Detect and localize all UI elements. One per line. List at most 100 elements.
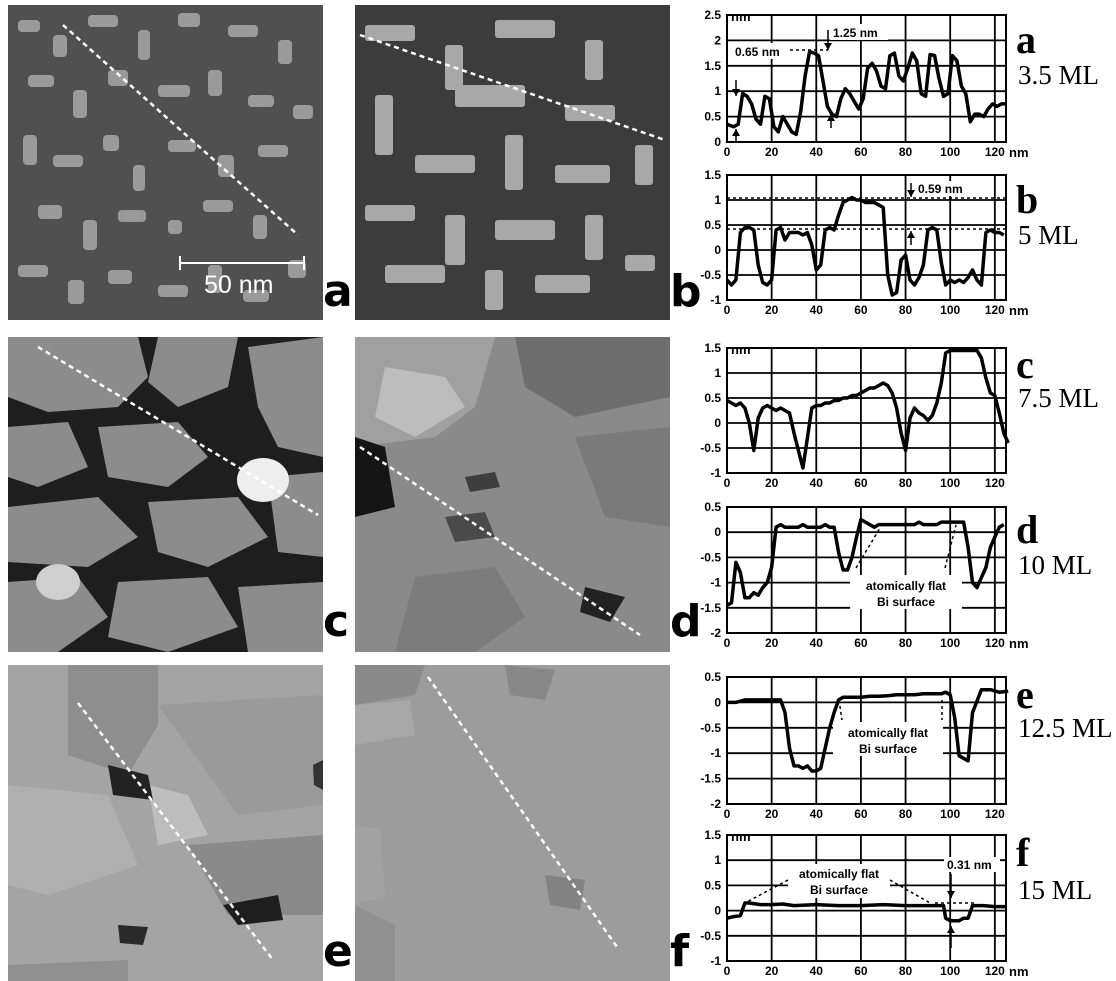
annotation-guide-f2 bbox=[889, 879, 931, 904]
thickness-label-d: 10 ML bbox=[1018, 550, 1093, 580]
annotation-bg-e bbox=[833, 722, 943, 756]
x-tick-label-b: 60 bbox=[854, 303, 868, 317]
x-tick-label-f: 80 bbox=[899, 964, 913, 978]
y-tick-label-b: 1.5 bbox=[704, 168, 721, 182]
y-tick-label-d: 0 bbox=[714, 525, 721, 539]
x-tick-label-b: 0 bbox=[724, 303, 731, 317]
annotation-bg-a1 bbox=[830, 24, 888, 40]
annotation-step-height-a1: 1.25 nm bbox=[833, 26, 878, 40]
x-tick-label-a: 100 bbox=[940, 145, 960, 159]
plot-frame-c bbox=[726, 347, 1007, 474]
x-tick-label-b: 100 bbox=[940, 303, 960, 317]
profile-line-a bbox=[726, 49, 1006, 137]
stm-image-d-art bbox=[355, 337, 670, 652]
annotation-step-height-b: 0.59 nm bbox=[918, 182, 963, 196]
plot-frame-d bbox=[726, 506, 1007, 634]
chart-letter-e: e bbox=[1016, 672, 1034, 717]
scale-bar-label: 50 nm bbox=[204, 271, 274, 299]
profile-line-e bbox=[727, 687, 1009, 773]
x-tick-label-d: 0 bbox=[724, 636, 731, 650]
x-tick-label-a: 40 bbox=[810, 145, 824, 159]
x-tick-label-c: 100 bbox=[940, 476, 960, 490]
y-tick-label-a: 1.5 bbox=[704, 59, 721, 73]
y-unit-label-f: nm bbox=[731, 829, 751, 844]
x-unit-label-b: nm bbox=[1009, 303, 1029, 318]
plot-frame-e bbox=[726, 676, 1007, 805]
y-tick-label-e: -1 bbox=[710, 746, 721, 760]
annotation-arrow-a1-head bbox=[824, 43, 832, 50]
y-tick-label-e: -0.5 bbox=[700, 721, 721, 735]
annotation-arrow-b1-head bbox=[907, 190, 915, 197]
y-tick-label-c: 0.5 bbox=[704, 391, 721, 405]
annotation-arrow-f2-head bbox=[947, 926, 955, 933]
annotation-flat-d1: atomically flat bbox=[866, 579, 946, 593]
y-tick-label-c: 0 bbox=[714, 416, 721, 430]
x-tick-label-c: 120 bbox=[985, 476, 1005, 490]
y-tick-label-b: 0 bbox=[714, 243, 721, 257]
profile-line-d bbox=[726, 517, 1005, 607]
x-tick-label-b: 20 bbox=[765, 303, 779, 317]
stm-image-e bbox=[8, 665, 323, 981]
annotation-bg-f bbox=[788, 864, 890, 898]
profile-line-b bbox=[725, 195, 1005, 297]
y-tick-label-f: 1.5 bbox=[704, 828, 721, 842]
x-tick-label-a: 80 bbox=[899, 145, 913, 159]
chart-letter-d: d bbox=[1016, 507, 1039, 552]
annotation-flat-d2: Bi surface bbox=[877, 595, 935, 609]
y-tick-label-f: -1 bbox=[710, 954, 721, 968]
y-unit-label-c: nm bbox=[731, 342, 751, 357]
y-tick-label-d: -0.5 bbox=[700, 550, 721, 564]
y-tick-label-f: -0.5 bbox=[700, 929, 721, 943]
x-tick-label-d: 40 bbox=[810, 636, 824, 650]
y-tick-label-d: -1.5 bbox=[700, 601, 721, 615]
y-tick-label-a: 2.5 bbox=[704, 8, 721, 22]
y-tick-label-b: -1 bbox=[710, 293, 721, 307]
stm-image-f bbox=[355, 665, 670, 981]
annotation-bg-a2 bbox=[732, 43, 786, 59]
stm-image-b bbox=[355, 5, 670, 320]
stm-image-a-art bbox=[8, 5, 323, 320]
x-tick-label-f: 100 bbox=[940, 964, 960, 978]
x-tick-label-f: 60 bbox=[854, 964, 868, 978]
chart-letter-f: f bbox=[1016, 830, 1030, 875]
x-tick-label-c: 20 bbox=[765, 476, 779, 490]
annotation-guide-d2 bbox=[944, 524, 957, 569]
annotation-arrow-a4-head bbox=[827, 114, 835, 121]
y-unit-label-a: nm bbox=[731, 9, 751, 24]
image-letter-f: f bbox=[670, 926, 690, 977]
image-letter-a: a bbox=[323, 266, 353, 317]
thickness-label-f: 15 ML bbox=[1018, 875, 1093, 905]
x-tick-label-b: 40 bbox=[810, 303, 824, 317]
y-tick-label-c: 1.5 bbox=[704, 341, 721, 355]
annotation-bg-f2 bbox=[944, 857, 1000, 872]
x-tick-label-f: 120 bbox=[985, 964, 1005, 978]
thickness-label-c: 7.5 ML bbox=[1018, 383, 1099, 413]
x-tick-label-e: 0 bbox=[724, 807, 731, 821]
annotation-bg-b bbox=[915, 181, 971, 196]
y-tick-label-f: 0 bbox=[714, 904, 721, 918]
image-letter-e: e bbox=[323, 926, 353, 977]
y-tick-label-c: -0.5 bbox=[700, 441, 721, 455]
x-tick-label-d: 120 bbox=[985, 636, 1005, 650]
x-tick-label-f: 20 bbox=[765, 964, 779, 978]
profile-line-f bbox=[726, 901, 1006, 923]
x-tick-label-b: 80 bbox=[899, 303, 913, 317]
y-tick-label-f: 0.5 bbox=[704, 878, 721, 892]
plot-frame-f bbox=[726, 834, 1007, 962]
annotation-guide-d1 bbox=[855, 527, 881, 569]
stm-image-f-art bbox=[355, 665, 670, 981]
stm-image-a: 50 nm bbox=[8, 5, 323, 320]
x-tick-label-f: 0 bbox=[724, 964, 731, 978]
x-tick-label-c: 40 bbox=[810, 476, 824, 490]
stm-image-d bbox=[355, 337, 670, 652]
chart-letter-b: b bbox=[1016, 177, 1039, 222]
stm-image-c-art bbox=[8, 337, 323, 652]
thickness-label-e: 12.5 ML bbox=[1018, 713, 1113, 743]
x-unit-label-d: nm bbox=[1009, 636, 1029, 651]
annotation-arrow-a2-head bbox=[732, 89, 740, 96]
x-tick-label-e: 60 bbox=[854, 807, 868, 821]
x-tick-label-d: 20 bbox=[765, 636, 779, 650]
x-tick-label-a: 60 bbox=[854, 145, 868, 159]
x-tick-label-c: 80 bbox=[899, 476, 913, 490]
